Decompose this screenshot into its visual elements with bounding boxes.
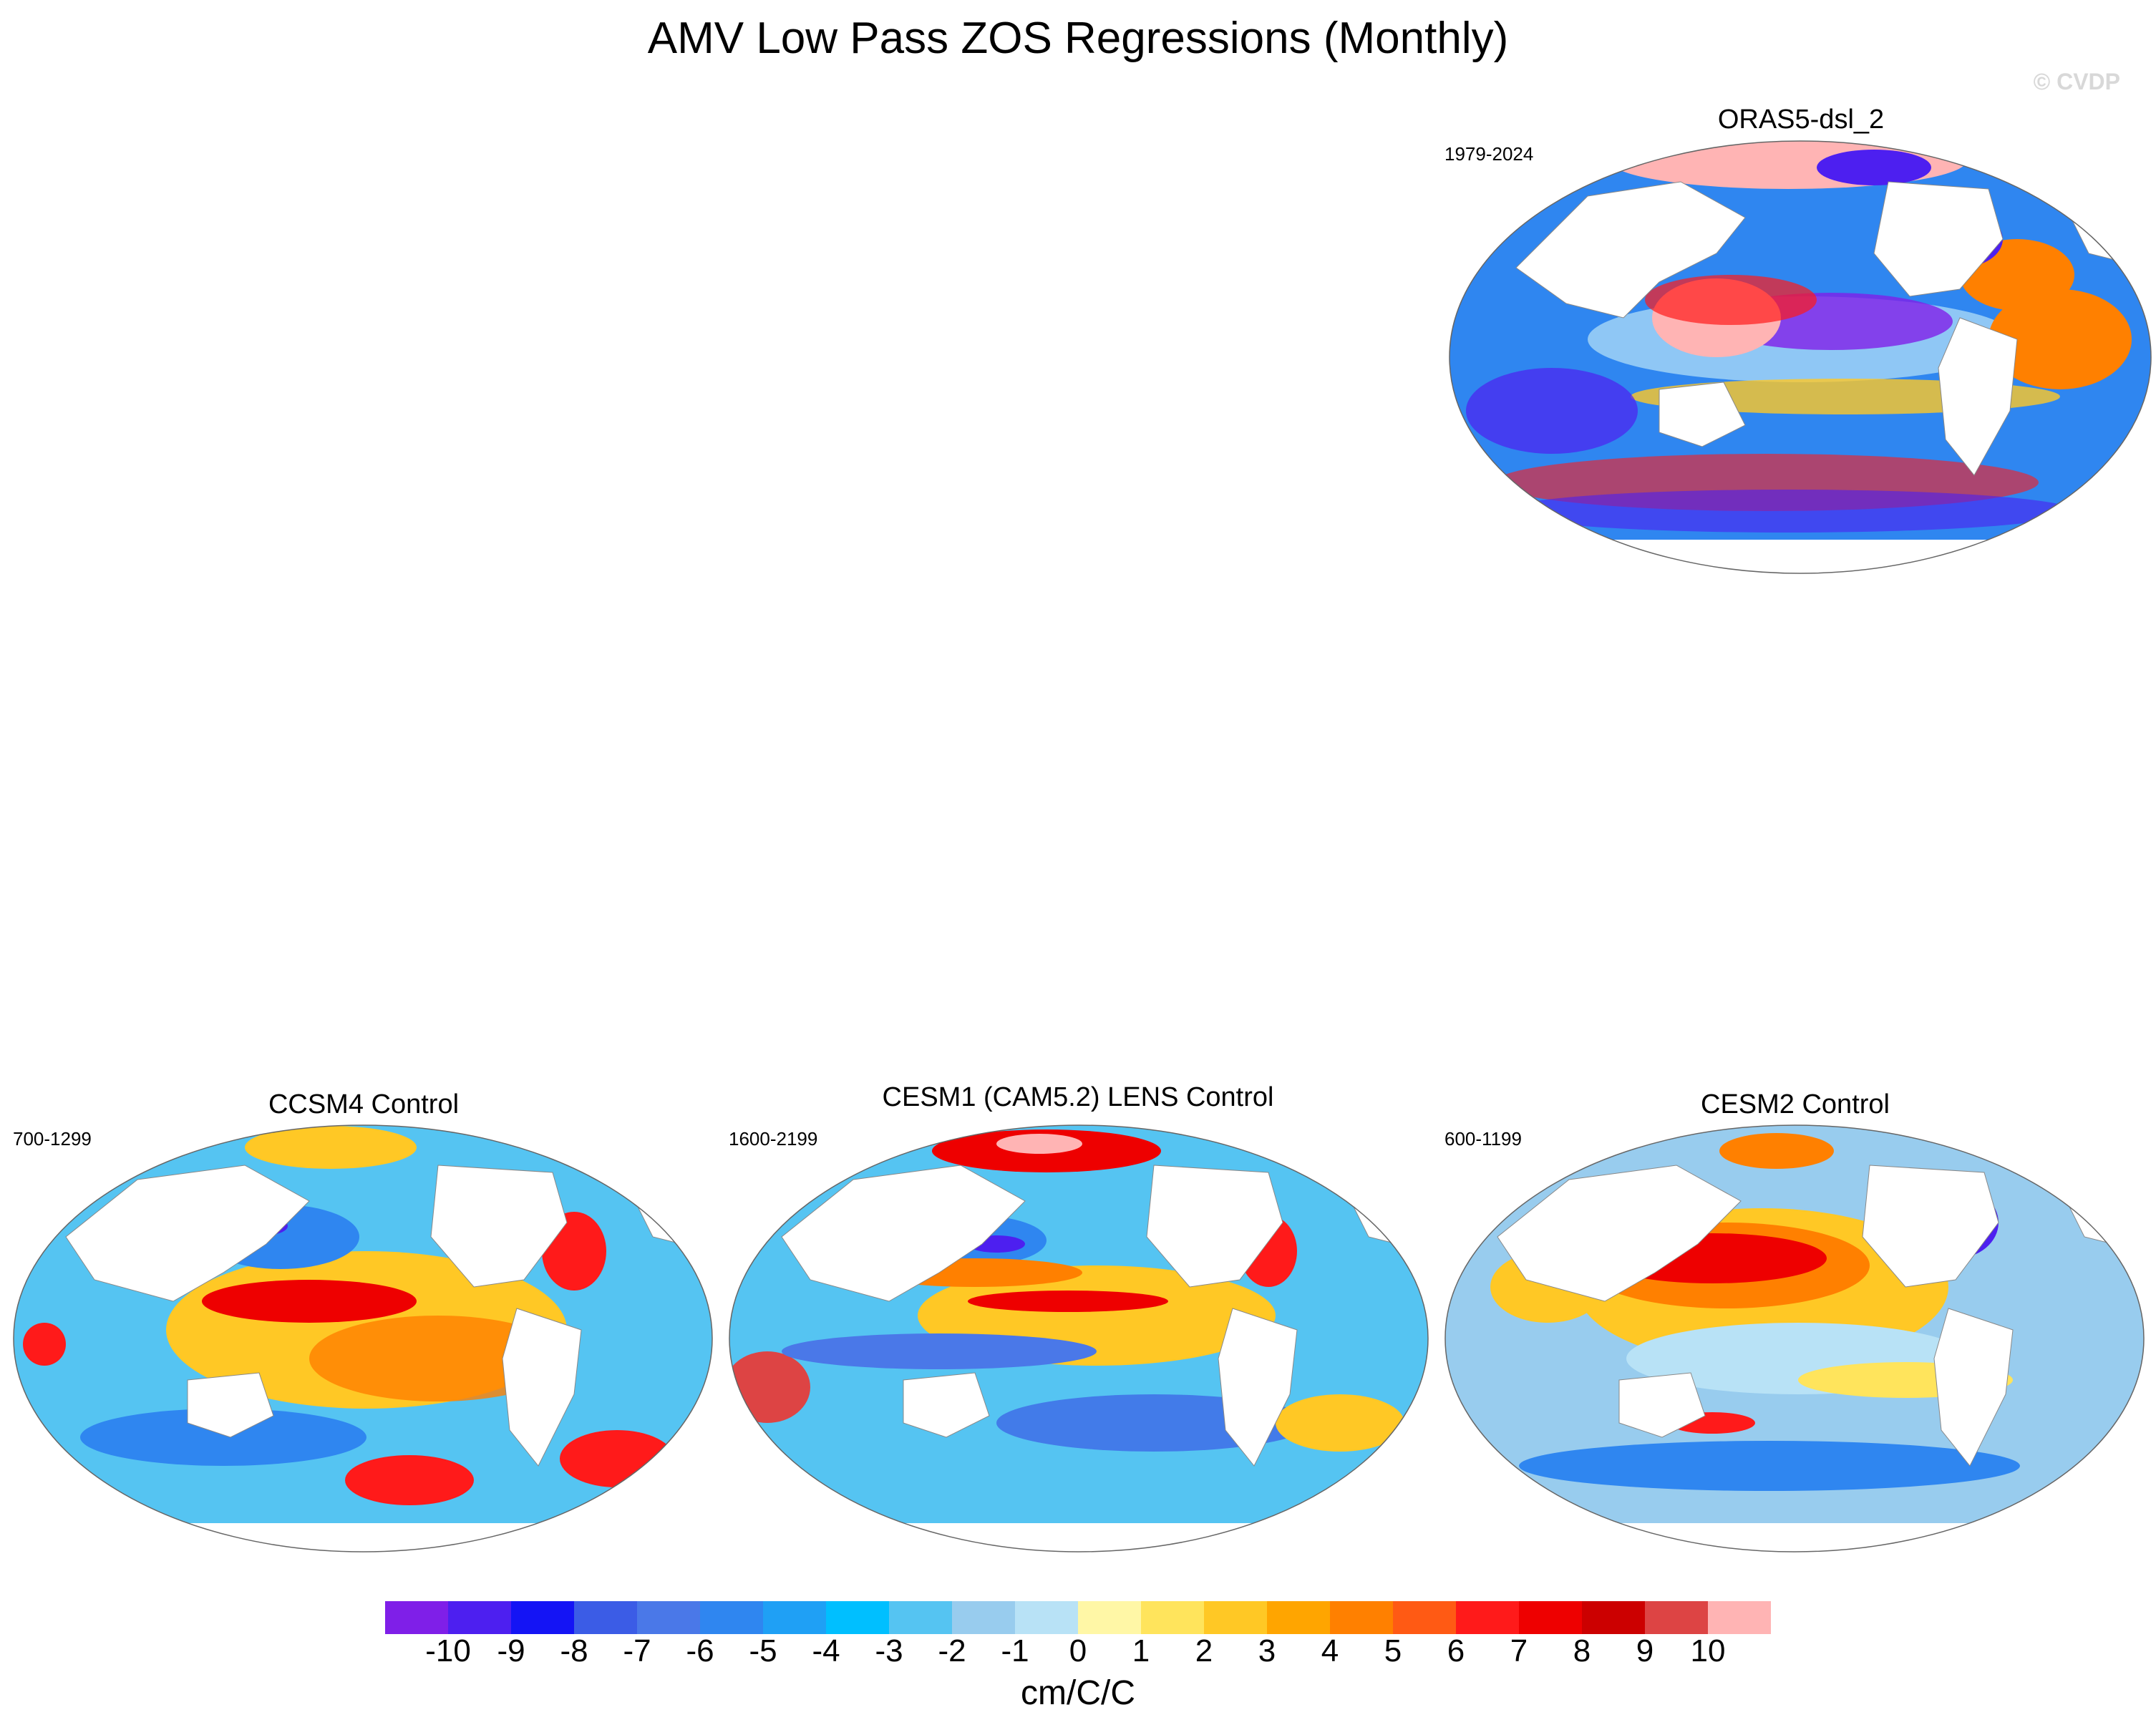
- colorbar-box: [826, 1601, 890, 1634]
- colorbar-box: [385, 1601, 449, 1634]
- colorbar-tick-label: 4: [1321, 1633, 1339, 1668]
- panel-title-cesm1: CESM1 (CAM5.2) LENS Control: [882, 1082, 1274, 1112]
- colorbar-tick-label: -8: [560, 1633, 588, 1668]
- colorbar-box: [1204, 1601, 1268, 1634]
- colorbar-box: [1267, 1601, 1331, 1634]
- colorbar-tick-label: -5: [749, 1633, 777, 1668]
- panel-title-cesm2: CESM2 Control: [1701, 1089, 1890, 1119]
- panel-years-oras5: 1979-2024: [1444, 143, 1534, 165]
- colorbar-tick-label: 10: [1690, 1633, 1726, 1668]
- colorbar-tick-label: -7: [623, 1633, 651, 1668]
- colorbar-box: [1456, 1601, 1520, 1634]
- colorbar-tick-label: 1: [1132, 1633, 1150, 1668]
- panel-title-oras5: ORAS5-dsl_2: [1717, 105, 1885, 135]
- colorbar-tick-label: 9: [1636, 1633, 1654, 1668]
- colorbar-tick-label: -6: [686, 1633, 714, 1668]
- colorbar-box: [1519, 1601, 1583, 1634]
- colorbar-box: [1393, 1601, 1457, 1634]
- colorbar-box: [1330, 1601, 1394, 1634]
- colorbar-tick-label: 2: [1195, 1633, 1213, 1668]
- map-cesm1: [729, 1124, 1429, 1552]
- colorbar-tick-label: -2: [938, 1633, 966, 1668]
- colorbar-tick-label: 5: [1384, 1633, 1402, 1668]
- colorbar-box: [448, 1601, 512, 1634]
- colorbar-tick-label: -3: [875, 1633, 903, 1668]
- colorbar-tick-label: -10: [425, 1633, 471, 1668]
- colorbar-box: [511, 1601, 575, 1634]
- map-ccsm4: [13, 1124, 713, 1552]
- watermark-text: © CVDP: [2033, 69, 2120, 94]
- colorbar: [385, 1601, 1771, 1634]
- panel-years-ccsm4: 700-1299: [13, 1128, 92, 1150]
- colorbar-box: [1645, 1601, 1709, 1634]
- colorbar-box: [700, 1601, 764, 1634]
- panel-years-cesm1: 1600-2199: [729, 1128, 818, 1150]
- colorbar-box: [1141, 1601, 1205, 1634]
- colorbar-tick-label: 8: [1573, 1633, 1591, 1668]
- colorbar-box: [637, 1601, 701, 1634]
- panel-title-ccsm4: CCSM4 Control: [268, 1089, 460, 1119]
- colorbar-box: [952, 1601, 1016, 1634]
- colorbar-box: [1708, 1601, 1771, 1634]
- colorbar-units: cm/C/C: [1021, 1674, 1135, 1712]
- colorbar-tick-label: -9: [497, 1633, 525, 1668]
- colorbar-box: [1015, 1601, 1079, 1634]
- panel-years-cesm2: 600-1199: [1444, 1128, 1522, 1150]
- colorbar-box: [763, 1601, 827, 1634]
- map-cesm2: [1444, 1124, 2145, 1552]
- colorbar-tick-label: -4: [812, 1633, 840, 1668]
- colorbar-tick-label: 0: [1069, 1633, 1087, 1668]
- map-oras5: [1449, 140, 2152, 574]
- colorbar-box: [1078, 1601, 1142, 1634]
- colorbar-tick-label: 3: [1258, 1633, 1276, 1668]
- colorbar-box: [574, 1601, 638, 1634]
- colorbar-tick-label: -1: [1001, 1633, 1029, 1668]
- page-title: AMV Low Pass ZOS Regressions (Monthly): [647, 14, 1509, 63]
- colorbar-box: [1582, 1601, 1646, 1634]
- colorbar-tick-label: 7: [1510, 1633, 1528, 1668]
- colorbar-box: [889, 1601, 953, 1634]
- colorbar-tick-label: 6: [1447, 1633, 1465, 1668]
